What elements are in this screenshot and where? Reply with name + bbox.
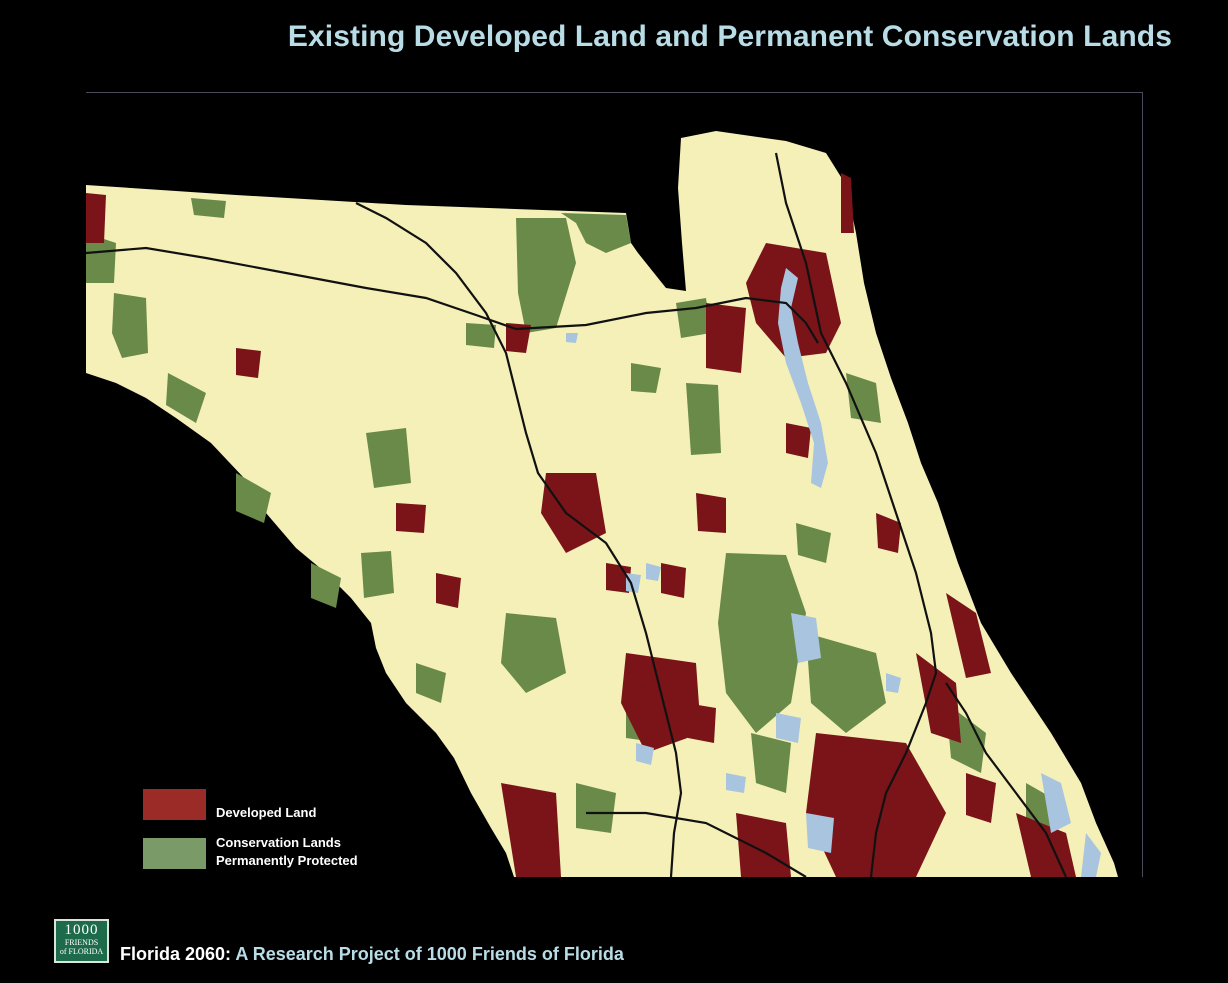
conservation-lands-swatch: [143, 838, 206, 869]
logo-line1: FRIENDS: [64, 938, 99, 947]
map-view[interactable]: [86, 92, 1143, 877]
logo-line2: of FLORIDA: [59, 947, 104, 956]
1000-friends-logo: 1000 FRIENDS of FLORIDA: [54, 919, 109, 963]
conservation-lands-label: Conservation Lands Permanently Protected: [216, 834, 358, 870]
conservation-label-line1: Conservation Lands: [216, 835, 341, 850]
page-title: Existing Developed Land and Permanent Co…: [287, 20, 1172, 53]
developed-land-swatch: [143, 789, 206, 820]
developed-lands: [86, 173, 1076, 877]
water-bodies: [566, 268, 1101, 877]
logo-number: 1000: [64, 922, 99, 938]
footer-caption: Florida 2060: A Research Project of 1000…: [120, 944, 624, 965]
developed-land-label: Developed Land: [216, 805, 317, 820]
footer-lead: Florida 2060:: [120, 944, 232, 964]
conservation-label-line2: Permanently Protected: [216, 853, 358, 868]
florida-map: [86, 131, 1118, 877]
conservation-lands: [86, 198, 1061, 863]
footer-rest: A Research Project of 1000 Friends of Fl…: [231, 944, 624, 964]
highways: [86, 152, 1068, 877]
